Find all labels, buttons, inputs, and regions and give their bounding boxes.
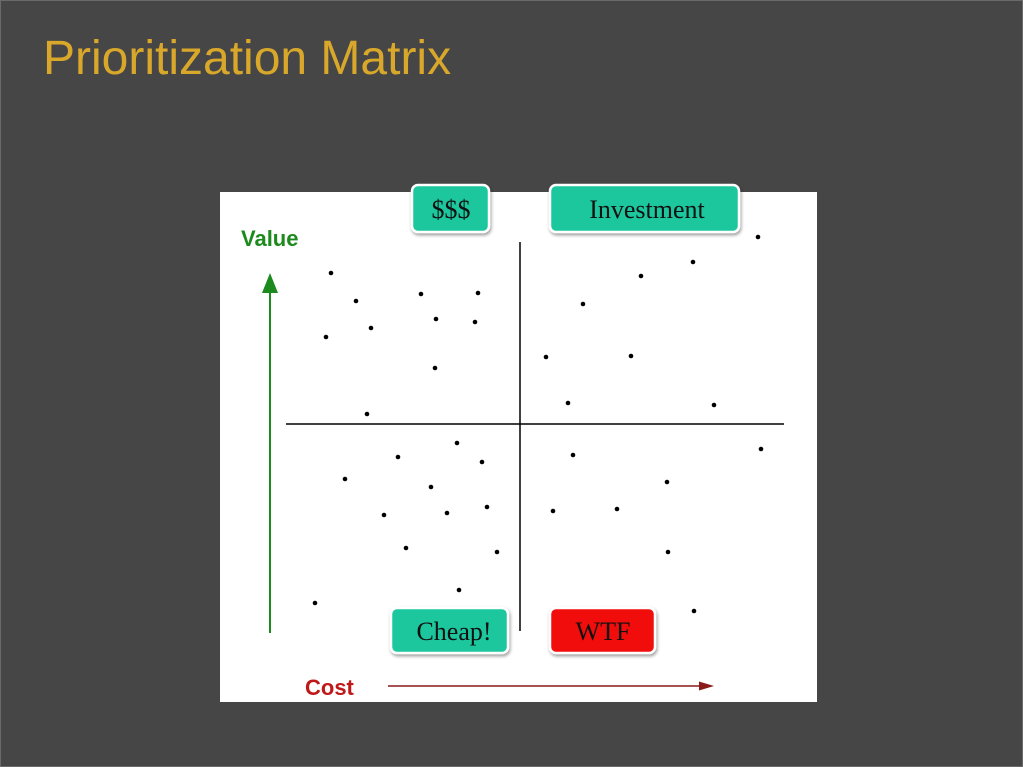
dots (312, 234, 764, 614)
cost-label: Cost (305, 675, 355, 700)
quadrant-label: WTF (576, 617, 631, 646)
quadrant-label: Cheap! (416, 617, 491, 646)
quadrant-box (548, 183, 741, 234)
panel (220, 192, 817, 702)
value-label: Value (241, 226, 298, 251)
slide-title: Prioritization Matrix (43, 32, 452, 85)
quadrant-box (389, 606, 510, 655)
quadrant-box (548, 606, 657, 655)
quadrant-label: Investment (589, 195, 705, 224)
quadrant-label: $$$ (432, 195, 471, 224)
quadrant-box (410, 183, 491, 234)
